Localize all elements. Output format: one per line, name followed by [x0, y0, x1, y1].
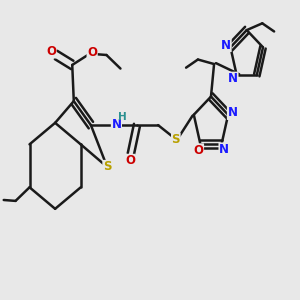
Text: N: N [219, 143, 229, 156]
Text: N: N [111, 118, 122, 131]
Text: N: N [221, 38, 231, 52]
Text: S: S [172, 133, 180, 146]
Text: N: N [228, 72, 238, 85]
Text: O: O [87, 46, 97, 59]
Text: H: H [118, 112, 127, 122]
Text: S: S [103, 160, 111, 173]
Text: O: O [46, 45, 56, 58]
Text: N: N [227, 106, 238, 119]
Text: O: O [194, 144, 203, 157]
Text: O: O [125, 154, 135, 167]
